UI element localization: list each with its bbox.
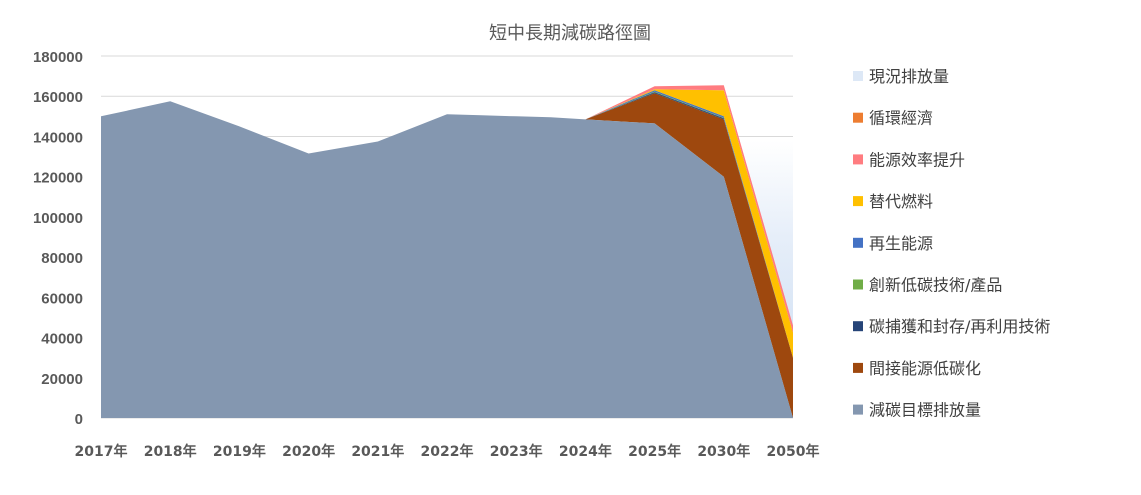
y-tick-label: 160000 bbox=[33, 89, 83, 106]
area-alt-fuel bbox=[585, 89, 793, 358]
legend-label: 減碳目標排放量 bbox=[869, 401, 981, 420]
y-tick-label: 140000 bbox=[33, 129, 83, 146]
x-tick-label: 2021年 bbox=[351, 443, 404, 460]
x-tick-label: 2022年 bbox=[421, 443, 474, 460]
y-axis: 0 20000 40000 60000 80000 100000 120000 140000 1… bbox=[33, 49, 83, 428]
legend-label: 能源效率提升 bbox=[869, 150, 965, 169]
x-tick-label: 2024年 bbox=[559, 443, 612, 460]
plot-area bbox=[101, 85, 793, 419]
y-tick-label: 180000 bbox=[33, 49, 83, 66]
x-tick-label: 2050年 bbox=[767, 443, 820, 460]
y-tick-label: 20000 bbox=[41, 371, 83, 388]
legend-label: 再生能源 bbox=[869, 234, 933, 253]
legend-swatch bbox=[853, 71, 863, 81]
area-indirect-energy bbox=[585, 93, 793, 418]
legend-swatch bbox=[853, 404, 863, 415]
y-tick-label: 100000 bbox=[33, 210, 83, 227]
legend-label: 創新低碳技術/產品 bbox=[869, 276, 1002, 295]
x-tick-label: 2030年 bbox=[697, 443, 750, 460]
legend-swatch bbox=[853, 154, 863, 165]
y-tick-label: 0 bbox=[75, 411, 83, 428]
y-tick-label: 40000 bbox=[41, 331, 83, 348]
x-axis: 2017年 2018年 2019年 2020年 2021年 2022年 2023年 2024年… bbox=[75, 443, 820, 460]
legend-label: 現況排放量 bbox=[869, 67, 949, 86]
legend-swatch bbox=[853, 196, 863, 207]
x-tick-label: 2019年 bbox=[213, 443, 266, 460]
legend: 現況排放量循環經濟能源效率提升替代燃料再生能源創新低碳技術/產品碳捕獲和封存/再… bbox=[853, 67, 1050, 420]
legend-swatch bbox=[853, 279, 863, 290]
legend-swatch bbox=[853, 362, 863, 373]
area-efficiency bbox=[585, 85, 793, 333]
x-tick-label: 2018年 bbox=[144, 443, 197, 460]
y-tick-label: 80000 bbox=[41, 250, 83, 267]
x-tick-label: 2025年 bbox=[628, 443, 681, 460]
legend-swatch bbox=[853, 237, 863, 248]
x-tick-label: 2023年 bbox=[490, 443, 543, 460]
x-tick-label: 2020年 bbox=[282, 443, 335, 460]
area-target-emission bbox=[101, 101, 793, 419]
legend-label: 替代燃料 bbox=[869, 192, 933, 211]
legend-label: 循環經濟 bbox=[869, 109, 933, 128]
legend-swatch bbox=[853, 112, 863, 123]
y-tick-label: 120000 bbox=[33, 170, 83, 187]
legend-label: 碳捕獲和封存/再利用技術 bbox=[869, 317, 1050, 336]
legend-label: 間接能源低碳化 bbox=[869, 359, 981, 378]
chart-title: 短中長期減碳路徑圖 bbox=[489, 23, 651, 44]
y-tick-label: 60000 bbox=[41, 290, 83, 307]
legend-swatch bbox=[853, 321, 863, 332]
x-tick-label: 2017年 bbox=[75, 443, 128, 460]
